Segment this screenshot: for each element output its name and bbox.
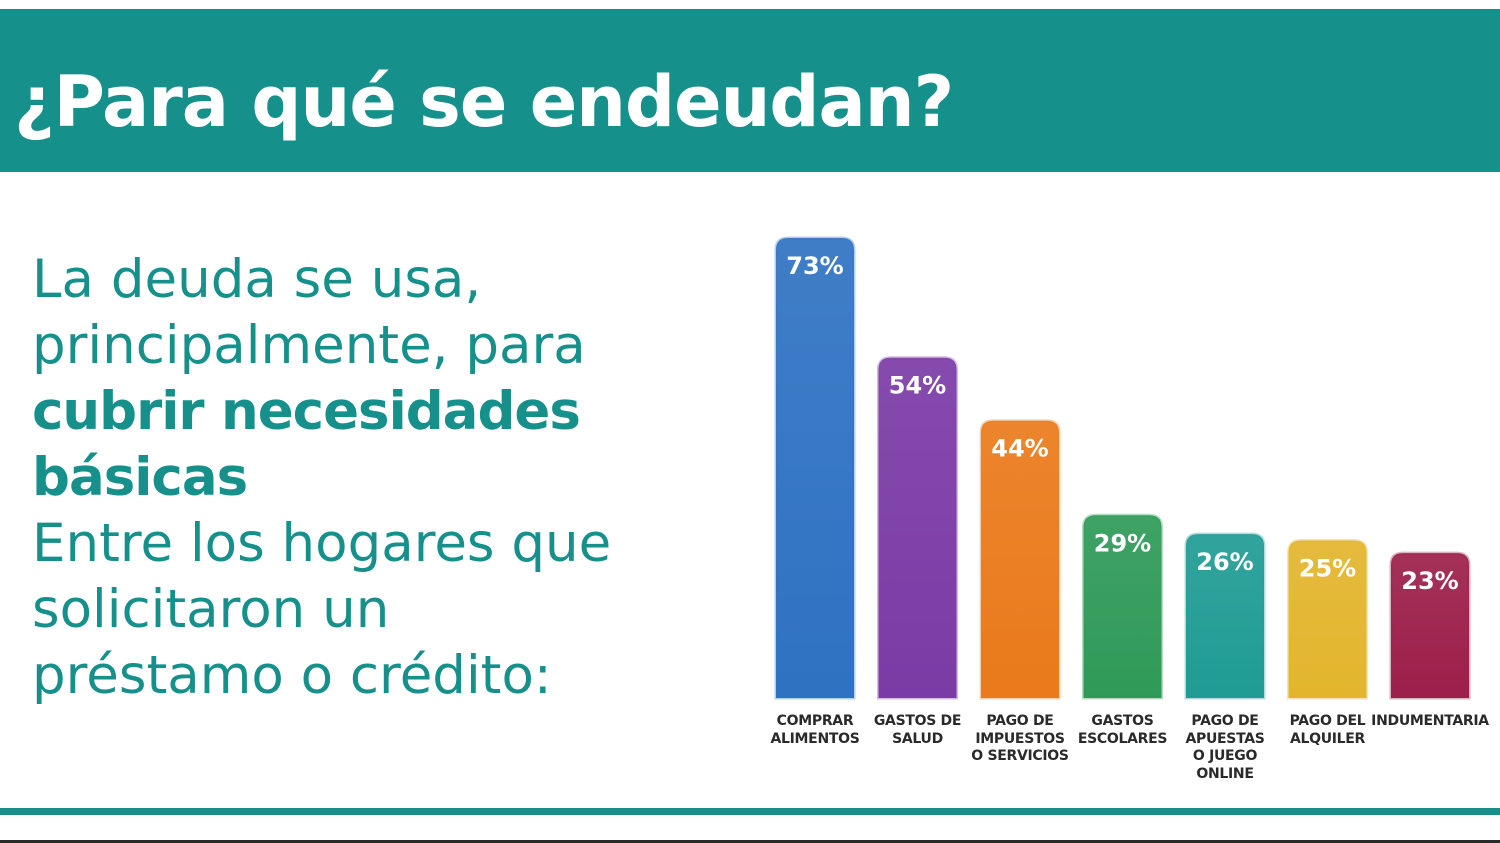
header-banner: ¿Para qué se endeudan? (0, 9, 1500, 172)
intro-text: La deuda se usa, principalmente, para cu… (32, 247, 732, 709)
bottom-rule (0, 808, 1500, 815)
category-label-5: PAGO DE APUESTAS O JUEGO ONLINE (1185, 713, 1265, 782)
intro-line-7: préstamo o crédito: (32, 645, 552, 706)
bar-1 (774, 236, 856, 700)
bar-value-label-2: 54% (889, 372, 946, 400)
bar-value-label-6: 25% (1299, 554, 1356, 582)
bar-chart: 73% 54% 44% 29% 26% 25% 23% COMPRAR ALIMENTOS G… (760, 220, 1500, 800)
category-label-6: PAGO DEL ALQUILER (1289, 713, 1366, 747)
bar-2 (877, 356, 958, 700)
bar-5 (1184, 532, 1266, 700)
top-strip (0, 0, 1500, 9)
category-label-4: GASTOS ESCOLARES (1077, 713, 1168, 747)
bar-value-label-5: 26% (1196, 548, 1253, 576)
page-title: ¿Para qué se endeudan? (14, 61, 954, 143)
bar-chart-plot: 73% 54% 44% 29% 26% 25% 23% (774, 236, 1471, 700)
intro-line-5: Entre los hogares que (32, 513, 612, 574)
bar-value-label-7: 23% (1401, 567, 1458, 595)
bar-7 (1389, 551, 1471, 700)
bar-3 (979, 419, 1061, 700)
intro-line-6: solicitaron un (32, 579, 390, 640)
bottom-line (0, 840, 1500, 843)
category-label-2: GASTOS DE SALUD (873, 713, 962, 747)
bar-value-label-1: 73% (786, 252, 843, 280)
bar-4 (1082, 513, 1163, 700)
intro-line-4: básicas (32, 447, 248, 508)
category-label-1: COMPRAR ALIMENTOS (770, 713, 860, 747)
bar-value-label-4: 29% (1094, 529, 1151, 557)
category-label-7: INDUMENTARIA (1371, 713, 1489, 729)
intro-line-2: principalmente, para (32, 315, 586, 376)
intro-line-1: La deuda se usa, (32, 249, 482, 310)
category-label-3: PAGO DE IMPUESTOS O SERVICIOS (971, 713, 1069, 764)
bar-6 (1287, 538, 1368, 700)
bar-value-label-3: 44% (991, 435, 1048, 463)
intro-line-3: cubrir necesidades (32, 381, 581, 442)
